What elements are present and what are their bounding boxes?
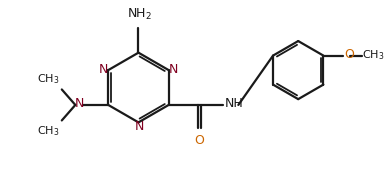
Text: CH$_3$: CH$_3$ [362, 49, 384, 62]
Text: NH: NH [225, 97, 244, 109]
Text: N: N [74, 98, 84, 110]
Text: NH$_2$: NH$_2$ [127, 7, 152, 22]
Text: N: N [135, 120, 144, 133]
Text: N: N [99, 63, 108, 76]
Text: CH$_3$: CH$_3$ [37, 72, 60, 86]
Text: O: O [194, 134, 204, 147]
Text: N: N [169, 63, 178, 76]
Text: O: O [345, 48, 355, 61]
Text: CH$_3$: CH$_3$ [37, 124, 60, 138]
